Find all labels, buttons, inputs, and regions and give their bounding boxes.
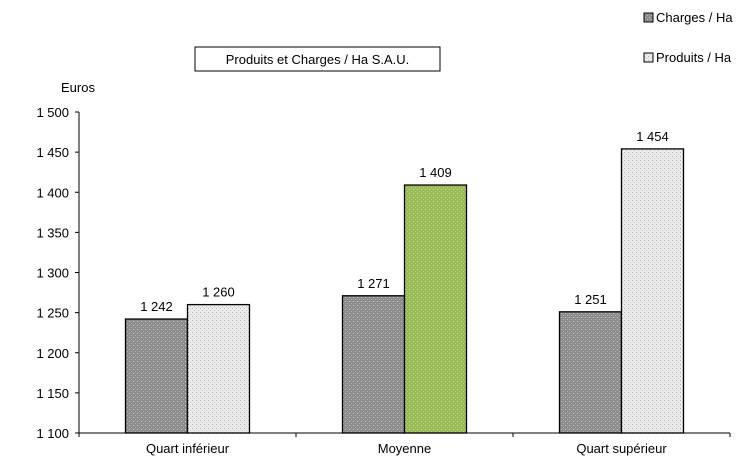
y-axis-unit-label: Euros	[61, 80, 95, 95]
x-category-label: Moyenne	[378, 441, 431, 456]
bar-value-label-produits: 1 409	[419, 165, 452, 180]
y-tick-label: 1 300	[36, 266, 69, 281]
y-tick-label: 1 350	[36, 225, 69, 240]
chart-title-box: Produits et Charges / Ha S.A.U.	[194, 46, 441, 72]
bar-value-label-charges: 1 242	[140, 299, 173, 314]
bar-produits	[620, 148, 685, 434]
y-tick-label: 1 500	[36, 105, 69, 120]
x-category-label: Quart inférieur	[146, 441, 230, 456]
y-tick-label: 1 400	[36, 185, 69, 200]
bar-value-label-produits: 1 454	[636, 129, 669, 144]
legend-label-charges: Charges / Ha	[656, 10, 733, 25]
bar-value-label-charges: 1 271	[357, 276, 390, 291]
y-tick-label: 1 450	[36, 145, 69, 160]
bar-value-label-charges: 1 251	[574, 292, 607, 307]
bar-value-label-produits: 1 260	[202, 285, 235, 300]
legend-swatch-charges	[643, 12, 654, 23]
y-tick-label: 1 250	[36, 306, 69, 321]
bar-charges	[341, 295, 406, 434]
chart-title: Produits et Charges / Ha S.A.U.	[226, 52, 410, 67]
legend-swatch-produits	[643, 52, 654, 63]
bar-produits	[186, 303, 251, 434]
legend-label-produits: Produits / Ha	[656, 50, 732, 65]
bar-charges	[558, 311, 623, 434]
bar-charges	[124, 318, 189, 434]
legend: Charges / Ha Produits / Ha	[643, 10, 733, 65]
y-tick-label: 1 100	[36, 426, 69, 441]
x-category-label: Quart supérieur	[576, 441, 667, 456]
y-tick-label: 1 150	[36, 386, 69, 401]
legend-item-charges: Charges / Ha	[643, 10, 733, 25]
y-tick-label: 1 200	[36, 346, 69, 361]
chart-title-frame	[194, 46, 441, 72]
plot-area: 1 100 1 150 1 200 1 250 1 300 1 350 1 400 1 450…	[36, 105, 731, 456]
bar-produits	[403, 184, 468, 434]
legend-item-produits: Produits / Ha	[643, 50, 732, 65]
